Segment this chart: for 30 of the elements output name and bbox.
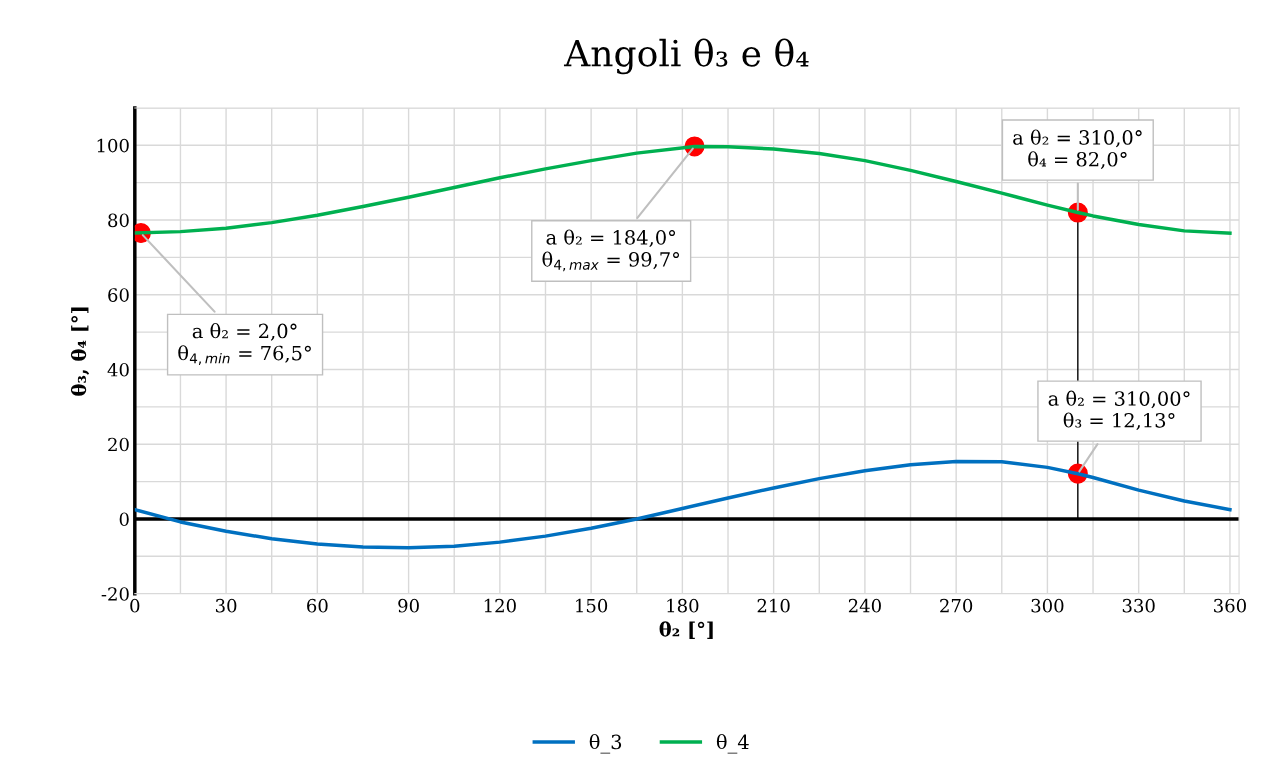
x-tick-label: 150 [576, 598, 608, 613]
annotation: a θ₂ = 2,0° θ$_{4,min}$ = 76,5° [178, 323, 311, 365]
x-tick-label: 330 [1122, 598, 1155, 613]
annotation: a θ₂ = 184,0° θ$_{4,max}$ = 99,7° [542, 229, 680, 272]
line-series [134, 459, 1232, 550]
annotation: a θ₂ = 310,0° θ₄ = 82,0° [1013, 129, 1142, 169]
x-tick-label: 240 [848, 598, 881, 613]
x-tick-label: 30 [215, 598, 237, 613]
y-axis-title: θ₃, θ₄ [°] [70, 307, 90, 396]
x-tick-label: 300 [1031, 598, 1064, 613]
y-tick-label: 20 [108, 437, 129, 452]
chart-title: Angoli θ₃ e θ₄ [563, 38, 809, 75]
x-tick-label: 60 [307, 598, 328, 613]
x-tick-label: 90 [398, 598, 419, 613]
y-tick-label: 60 [108, 288, 129, 302]
y-tick-label: 80 [108, 213, 129, 228]
y-tick-label: 40 [107, 362, 129, 377]
y-tick-label: 100 [97, 138, 129, 153]
x-tick-label: 210 [757, 598, 790, 613]
x-tick-label: 0 [130, 598, 140, 613]
x-tick-label: 360 [1214, 598, 1246, 613]
y-tick-label: 0 [119, 512, 129, 527]
x-tick-label: 270 [940, 598, 973, 613]
x-tick-label: 180 [667, 598, 699, 613]
x-tick-label: 120 [484, 598, 516, 613]
legend-label: θ_3 [589, 733, 622, 754]
y-tick-label: -20 [101, 587, 129, 601]
x-axis-title: θ₂ [°] [659, 621, 713, 639]
legend-label: θ_4 [716, 733, 749, 754]
annotation: a θ₂ = 310,00° θ₃ = 12,13° [1048, 390, 1190, 431]
